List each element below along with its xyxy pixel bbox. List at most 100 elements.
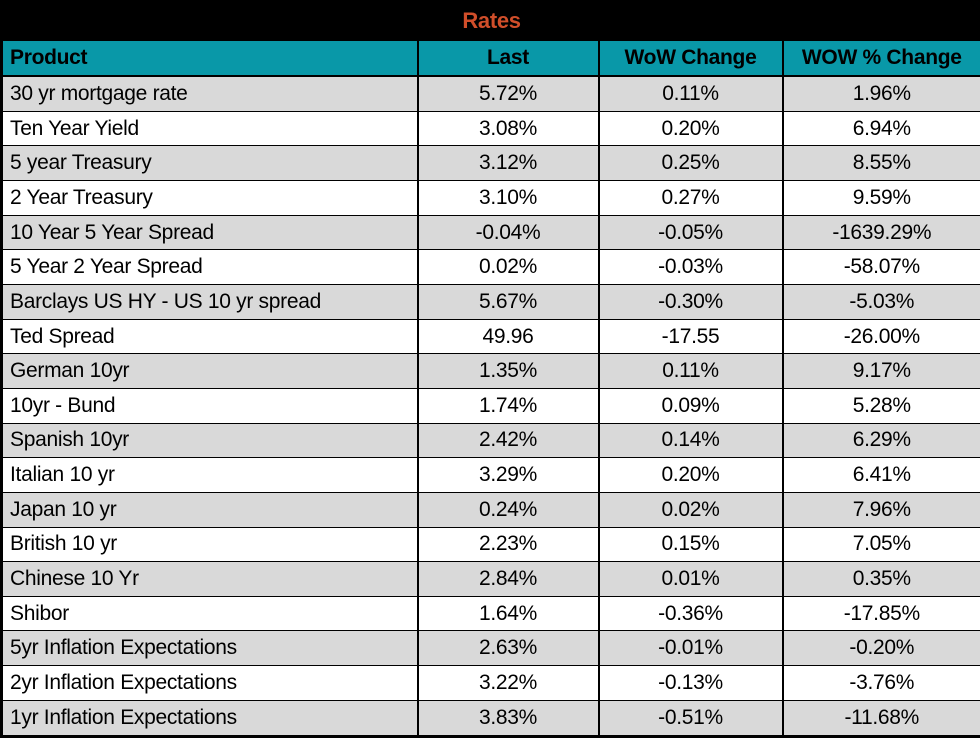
cell-wow_pct_change: 6.29%	[781, 422, 980, 459]
cell-wow_change: -0.13%	[597, 665, 784, 701]
cell-wow_pct_change: -58.07%	[781, 249, 980, 286]
cell-wow_change: -17.55	[597, 318, 784, 355]
cell-last: 2.63%	[416, 630, 600, 667]
table-row: 2 Year Treasury 3.10% 0.27% 9.59%	[0, 180, 980, 216]
cell-product: 5yr Inflation Expectations	[0, 630, 419, 667]
cell-wow_change: 0.27%	[597, 180, 784, 216]
cell-product: 10 Year 5 Year Spread	[0, 214, 419, 251]
table-row: 10yr - Bund 1.74% 0.09% 5.28%	[0, 387, 980, 424]
cell-wow_change: -0.30%	[597, 284, 784, 320]
cell-wow_pct_change: -0.20%	[781, 630, 980, 667]
cell-wow_change: 0.25%	[597, 145, 784, 182]
cell-product: 2yr Inflation Expectations	[0, 665, 419, 701]
table-row: Chinese 10 Yr 2.84% 0.01% 0.35%	[0, 561, 980, 597]
cell-product: 30 yr mortgage rate	[0, 75, 419, 112]
cell-wow_change: 0.09%	[597, 387, 784, 424]
cell-product: 2 Year Treasury	[0, 180, 419, 216]
table-row: 10 Year 5 Year Spread -0.04% -0.05% -1639.2…	[0, 214, 980, 251]
cell-wow_pct_change: 7.96%	[781, 491, 980, 528]
header-row: Product Last WoW Change WOW % Change	[0, 39, 980, 77]
table-row: 1yr Inflation Expectations 3.83% -0.51% -11…	[0, 699, 980, 738]
cell-wow_change: 0.02%	[597, 491, 784, 528]
cell-wow_pct_change: -11.68%	[781, 699, 980, 738]
table-row: British 10 yr 2.23% 0.15% 7.05%	[0, 526, 980, 563]
cell-last: 3.10%	[416, 180, 600, 216]
table-row: Japan 10 yr 0.24% 0.02% 7.96%	[0, 491, 980, 528]
table-body: 30 yr mortgage rate 5.72% 0.11% 1.96% Ten Ye…	[0, 75, 980, 738]
cell-last: 3.83%	[416, 699, 600, 738]
cell-product: 5 Year 2 Year Spread	[0, 249, 419, 286]
cell-wow_pct_change: -5.03%	[781, 284, 980, 320]
table-row: Ted Spread 49.96 -17.55 -26.00%	[0, 318, 980, 355]
table-row: Barclays US HY - US 10 yr spread 5.67% -0.…	[0, 284, 980, 320]
cell-last: 1.74%	[416, 387, 600, 424]
column-header-wow_pct_change: WOW % Change	[781, 39, 980, 77]
cell-wow_pct_change: 1.96%	[781, 75, 980, 112]
cell-wow_pct_change: 9.17%	[781, 353, 980, 389]
cell-last: -0.04%	[416, 214, 600, 251]
table-title: Rates	[1, 1, 980, 40]
table-row: 5yr Inflation Expectations 2.63% -0.01% -0.…	[0, 630, 980, 667]
cell-product: Chinese 10 Yr	[0, 561, 419, 597]
table-row: Ten Year Yield 3.08% 0.20% 6.94%	[0, 110, 980, 147]
cell-last: 5.72%	[416, 75, 600, 112]
cell-last: 2.23%	[416, 526, 600, 563]
cell-product: Ted Spread	[0, 318, 419, 355]
cell-wow_pct_change: 0.35%	[781, 561, 980, 597]
cell-product: Spanish 10yr	[0, 422, 419, 459]
cell-product: Italian 10 yr	[0, 457, 419, 493]
cell-wow_change: 0.20%	[597, 457, 784, 493]
cell-wow_pct_change: 7.05%	[781, 526, 980, 563]
cell-product: Shibor	[0, 595, 419, 632]
cell-wow_change: 0.01%	[597, 561, 784, 597]
cell-product: Ten Year Yield	[0, 110, 419, 147]
cell-wow_change: -0.05%	[597, 214, 784, 251]
column-header-last: Last	[416, 39, 600, 77]
table-row: 5 year Treasury 3.12% 0.25% 8.55%	[0, 145, 980, 182]
cell-product: 10yr - Bund	[0, 387, 419, 424]
cell-wow_pct_change: 5.28%	[781, 387, 980, 424]
table-row: Italian 10 yr 3.29% 0.20% 6.41%	[0, 457, 980, 493]
cell-wow_pct_change: -3.76%	[781, 665, 980, 701]
cell-last: 0.24%	[416, 491, 600, 528]
cell-last: 1.35%	[416, 353, 600, 389]
cell-product: Japan 10 yr	[0, 491, 419, 528]
cell-wow_change: 0.14%	[597, 422, 784, 459]
table-row: Shibor 1.64% -0.36% -17.85%	[0, 595, 980, 632]
cell-last: 1.64%	[416, 595, 600, 632]
cell-product: German 10yr	[0, 353, 419, 389]
cell-last: 3.08%	[416, 110, 600, 147]
cell-product: 1yr Inflation Expectations	[0, 699, 419, 738]
cell-wow_pct_change: 9.59%	[781, 180, 980, 216]
table-row: Spanish 10yr 2.42% 0.14% 6.29%	[0, 422, 980, 459]
cell-last: 49.96	[416, 318, 600, 355]
cell-last: 5.67%	[416, 284, 600, 320]
cell-wow_change: 0.20%	[597, 110, 784, 147]
cell-product: Barclays US HY - US 10 yr spread	[0, 284, 419, 320]
cell-product: British 10 yr	[0, 526, 419, 563]
cell-last: 3.22%	[416, 665, 600, 701]
cell-wow_pct_change: -17.85%	[781, 595, 980, 632]
table-row: 5 Year 2 Year Spread 0.02% -0.03% -58.07%	[0, 249, 980, 286]
cell-product: 5 year Treasury	[0, 145, 419, 182]
cell-wow_change: 0.11%	[597, 353, 784, 389]
cell-wow_pct_change: 6.94%	[781, 110, 980, 147]
cell-wow_pct_change: 8.55%	[781, 145, 980, 182]
cell-wow_change: 0.15%	[597, 526, 784, 563]
cell-last: 0.02%	[416, 249, 600, 286]
cell-wow_pct_change: -26.00%	[781, 318, 980, 355]
cell-wow_change: -0.03%	[597, 249, 784, 286]
table-row: German 10yr 1.35% 0.11% 9.17%	[0, 353, 980, 389]
cell-wow_pct_change: -1639.29%	[781, 214, 980, 251]
title-row: Rates	[1, 1, 980, 40]
table-row: 2yr Inflation Expectations 3.22% -0.13% -3.…	[0, 665, 980, 701]
cell-last: 2.84%	[416, 561, 600, 597]
cell-last: 3.12%	[416, 145, 600, 182]
cell-wow_pct_change: 6.41%	[781, 457, 980, 493]
column-header-wow_change: WoW Change	[597, 39, 784, 77]
cell-wow_change: -0.36%	[597, 595, 784, 632]
column-header-product: Product	[0, 39, 419, 77]
cell-wow_change: -0.51%	[597, 699, 784, 738]
cell-last: 2.42%	[416, 422, 600, 459]
